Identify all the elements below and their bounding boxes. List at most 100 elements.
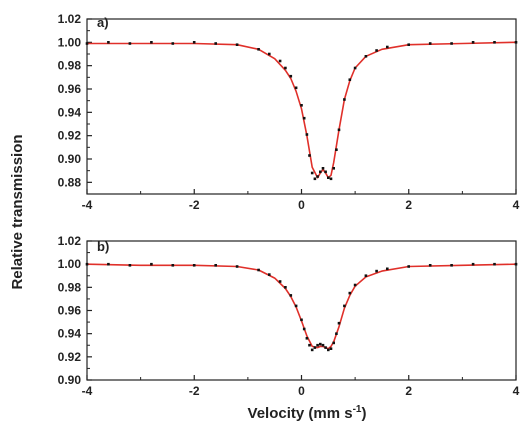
panel-b-data-point xyxy=(348,291,352,295)
panel-b-x-tick-label: 0 xyxy=(298,384,305,398)
panel-a-x-tick-label: 2 xyxy=(405,198,412,212)
panel-b-data-point xyxy=(308,343,311,347)
panel-a-data-point xyxy=(268,52,271,56)
panel-a-x-tick-label: 0 xyxy=(298,198,305,212)
panel-a-data-point xyxy=(364,55,368,58)
panel-a-data-point xyxy=(128,42,132,45)
panel-b-data-point xyxy=(327,348,330,352)
panel-b-data-point xyxy=(321,343,325,347)
panel-b-data-point xyxy=(313,346,317,349)
panel-b: b) -4 -2 0 2 4 0.90 0.92 0.94 0.96 0.98 1.00 1.02 xyxy=(58,234,520,398)
panel-a-data-point xyxy=(353,66,357,70)
panel-a-data-point xyxy=(150,41,153,44)
panel-b-data-point xyxy=(353,283,357,287)
panel-b-data-point xyxy=(335,332,338,335)
panel-a-data-point xyxy=(332,167,335,170)
panel-a-data-point xyxy=(278,59,282,63)
panel-a: a) -4 -2 0 2 4 0.88 0.90 0.92 0.94 0.96 0.98 1.00 1.… xyxy=(58,12,520,212)
panel-a-data-point xyxy=(313,177,317,181)
panel-a-data-point xyxy=(343,98,346,101)
panel-b-data-point xyxy=(150,262,153,266)
panel-a-data-point xyxy=(337,128,341,132)
panel-b-x-tick-label: -4 xyxy=(82,384,93,398)
panel-b-data-point xyxy=(471,262,475,266)
panel-a-data-point xyxy=(302,116,306,120)
panel-b-frame xyxy=(86,240,517,381)
panel-b-data-point xyxy=(329,347,333,350)
panel-b-data-point xyxy=(268,273,271,276)
panel-b-data-point xyxy=(337,321,341,325)
panel-b-data-point xyxy=(316,343,319,347)
panel-a-data-point xyxy=(171,42,175,45)
panel-b-y-tick-label: 0.90 xyxy=(58,373,82,387)
panel-a-y-tick-label: 0.94 xyxy=(58,105,82,119)
panel-b-data-point xyxy=(407,265,410,268)
panel-a-x-tick-label: -4 xyxy=(82,198,93,212)
panel-b-data-point xyxy=(310,348,314,352)
panel-a-data-point xyxy=(375,49,378,52)
panel-a-y-tick-label: 1.02 xyxy=(58,12,82,26)
panel-b-y-tick-label: 0.94 xyxy=(58,327,82,341)
panel-a-data-point xyxy=(348,78,352,81)
panel-a-data-point xyxy=(321,167,325,170)
panel-a-y-tick-label: 0.92 xyxy=(58,129,82,143)
panel-b-data-point xyxy=(514,262,518,266)
panel-b-label: b) xyxy=(97,239,109,254)
panel-a-data-point xyxy=(327,176,330,179)
panel-b-y-tick-label: 1.02 xyxy=(58,234,82,248)
x-axis-title-superscript: -1 xyxy=(353,404,362,415)
x-axis-title-main: Velocity (mm s xyxy=(248,405,353,422)
panel-b-y-tick-label: 0.98 xyxy=(58,280,82,294)
panel-a-data-point xyxy=(329,177,333,181)
panel-b-data-point xyxy=(214,264,217,267)
panel-b-data-point xyxy=(300,318,303,322)
panel-b-x-tick-label: -2 xyxy=(189,384,200,398)
panel-a-data-point xyxy=(305,133,309,136)
panel-a-data-point xyxy=(294,86,298,90)
panel-a-data-point xyxy=(428,42,432,45)
panel-b-data-point xyxy=(319,342,322,346)
panel-a-fit-line xyxy=(86,41,517,179)
panel-a-data-point xyxy=(471,41,475,44)
panel-a-data-point xyxy=(386,45,389,49)
panel-a-data-point xyxy=(257,48,260,51)
panel-b-x-tick-label: 2 xyxy=(405,384,412,398)
panel-b-data-point xyxy=(364,274,368,277)
panel-a-data-point xyxy=(308,154,311,157)
y-axis-title: Relative transmission xyxy=(9,134,26,289)
panel-b-fit-line xyxy=(86,263,517,350)
panel-b-data-point xyxy=(257,268,260,272)
x-axis-title-close: ) xyxy=(361,405,366,422)
panel-a-data-point xyxy=(310,171,314,175)
panel-a-y-tick-label: 0.96 xyxy=(58,82,82,96)
panel-b-y-tick-label: 0.92 xyxy=(58,350,82,364)
panel-a-y-tick-label: 1.00 xyxy=(58,35,82,49)
panel-a-x-tick-label: -2 xyxy=(189,198,200,212)
panel-a-data-point xyxy=(107,41,110,44)
panel-b-y-tick-label: 0.96 xyxy=(58,304,82,318)
panel-a-data-point xyxy=(335,148,338,151)
panel-a-data-point xyxy=(450,42,453,45)
panel-b-data-point xyxy=(493,262,496,266)
panel-a-data-point xyxy=(316,175,319,178)
panel-a-data-point xyxy=(493,41,496,44)
panel-b-data-point xyxy=(332,341,335,345)
panel-b-data-point xyxy=(428,264,432,267)
panel-b-data-point xyxy=(294,304,298,308)
panel-a-label: a) xyxy=(97,15,109,30)
panel-b-data-point xyxy=(386,267,389,271)
panel-a-data-point xyxy=(324,170,327,174)
panel-b-marks: -4 -2 0 2 4 0.90 0.92 0.94 0.96 0.98 1.00 1.02 xyxy=(58,234,520,398)
panel-b-data-point xyxy=(107,262,110,266)
panel-a-data-point xyxy=(407,43,410,46)
x-axis-title: Velocity (mm s-1) xyxy=(248,404,367,422)
panel-b-data-point xyxy=(235,265,239,268)
panel-a-y-tick-label: 0.90 xyxy=(58,152,82,166)
panel-a-data-point xyxy=(300,104,303,107)
panel-a-y-tick-label: 0.98 xyxy=(58,59,82,73)
panel-b-data-point xyxy=(278,280,282,283)
panel-b-y-tick-label: 1.00 xyxy=(58,257,82,271)
panel-b-data-point xyxy=(302,327,306,331)
panel-b-data-point xyxy=(324,346,327,349)
